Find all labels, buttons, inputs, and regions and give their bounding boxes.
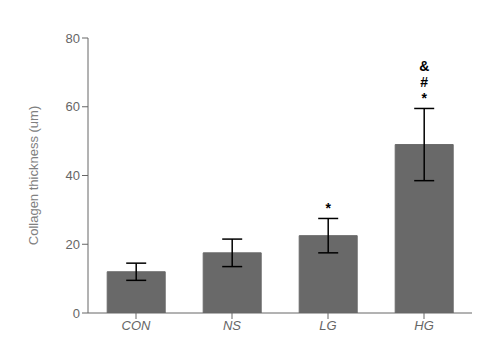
svg-text:*: * xyxy=(421,90,427,106)
svg-text:LG: LG xyxy=(319,318,336,333)
svg-text:CON: CON xyxy=(122,318,152,333)
svg-text:&: & xyxy=(419,58,429,74)
svg-text:*: * xyxy=(325,200,331,216)
svg-text:80: 80 xyxy=(66,31,80,46)
svg-text:60: 60 xyxy=(66,99,80,114)
svg-text:NS: NS xyxy=(223,318,241,333)
svg-text:HG: HG xyxy=(414,318,434,333)
svg-text:#: # xyxy=(420,74,428,90)
svg-text:40: 40 xyxy=(66,168,80,183)
svg-text:0: 0 xyxy=(73,306,80,321)
svg-text:20: 20 xyxy=(66,237,80,252)
svg-text:Collagen thickness (um): Collagen thickness (um) xyxy=(26,106,41,245)
